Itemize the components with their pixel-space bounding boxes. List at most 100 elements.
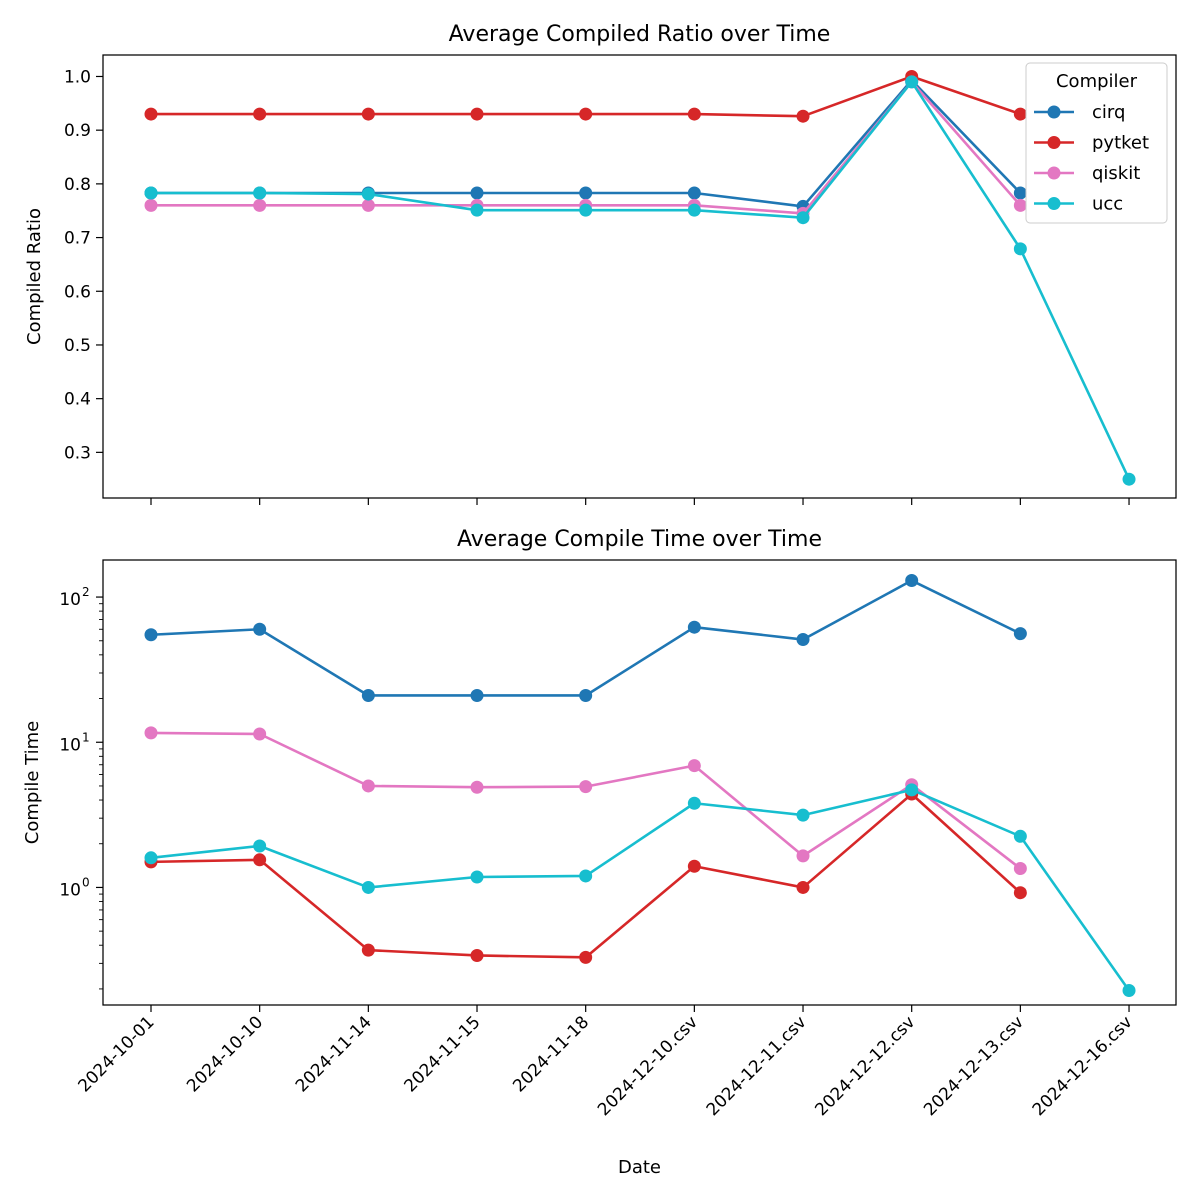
ucc-point	[361, 187, 375, 201]
y-axis-label: Compiled Ratio	[24, 208, 45, 345]
legend-entry-pytket: pytket	[1092, 133, 1149, 154]
x-axis-label: Date	[618, 1157, 661, 1178]
x-tick-label: 2024-12-12.csv	[811, 1012, 919, 1120]
qiskit-point	[361, 198, 375, 212]
y-tick-exponent: 2	[82, 585, 90, 599]
chart-title: Average Compiled Ratio over Time	[449, 22, 831, 47]
ucc-point	[1122, 984, 1136, 998]
pytket-point	[796, 880, 810, 894]
plot-area	[102, 54, 1177, 499]
x-axis-ticks: 2024-10-01 2024-10-10 2024-11-14 2024-11-15…	[75, 1005, 1137, 1120]
y-tick-label: 10	[59, 590, 81, 610]
ucc-point	[687, 796, 701, 810]
series-ucc	[144, 783, 1136, 998]
qiskit-point	[144, 726, 158, 740]
y-tick-label: 10	[59, 735, 81, 755]
ucc-line	[150, 788, 1131, 992]
legend-swatch-marker	[1047, 166, 1061, 180]
y-axis-label: Compile Time	[22, 721, 43, 844]
x-tick-label: 2024-12-10.csv	[594, 1012, 702, 1120]
pytket-point	[361, 943, 375, 957]
ucc-point	[144, 851, 158, 865]
ucc-point	[905, 75, 919, 89]
x-tick-label: 2024-11-15	[401, 1012, 485, 1096]
y-tick-label: 0.9	[64, 121, 91, 141]
cirq-point	[361, 688, 375, 702]
y-tick-exponent: 0	[82, 875, 90, 889]
y-tick-label: 0.6	[64, 282, 91, 302]
cirq-point	[579, 186, 593, 200]
ucc-point	[1013, 829, 1027, 843]
y-tick-label: 0.7	[64, 229, 91, 249]
cirq-point	[144, 628, 158, 642]
ucc-point	[1013, 242, 1027, 256]
cirq-point	[579, 688, 593, 702]
ucc-point	[361, 880, 375, 894]
legend-title: Compiler	[1056, 71, 1138, 92]
pytket-point	[253, 853, 267, 867]
qiskit-point	[470, 780, 484, 794]
qiskit-point	[253, 198, 267, 212]
legend-swatch-marker	[1047, 136, 1061, 149]
qiskit-point	[361, 779, 375, 793]
ucc-point	[470, 870, 484, 884]
pytket-point	[144, 107, 158, 121]
plot-area	[102, 559, 1177, 1006]
cirq-point	[253, 622, 267, 636]
x-tick-label: 2024-11-18	[509, 1012, 593, 1096]
pytket-point	[1013, 886, 1027, 900]
legend: Compiler cirq pytket qiskit ucc	[1025, 62, 1168, 224]
pytket-point	[1013, 107, 1027, 121]
pytket-point	[687, 107, 701, 121]
pytket-point	[579, 107, 593, 121]
ucc-point	[470, 203, 484, 217]
cirq-point	[687, 620, 701, 634]
y-axis-ticks: 0.3 0.4 0.5 0.6 0.7 0.8 0.9 1.0	[64, 67, 103, 463]
pytket-point	[687, 859, 701, 873]
y-tick-label: 0.3	[64, 443, 91, 463]
ucc-line	[151, 80, 1131, 480]
cirq-point	[1013, 186, 1027, 200]
ucc-point	[253, 186, 267, 200]
legend-swatch-marker	[1047, 105, 1061, 119]
ucc-point	[579, 203, 593, 217]
pytket-point	[796, 109, 810, 123]
y-tick-label: 0.5	[64, 336, 91, 356]
x-tick-label: 2024-10-01	[75, 1012, 159, 1096]
pytket-point	[361, 107, 375, 121]
qiskit-point	[144, 198, 158, 212]
qiskit-line	[150, 731, 1022, 870]
ucc-point	[144, 186, 158, 200]
ucc-point	[579, 869, 593, 883]
pytket-point	[253, 107, 267, 121]
qiskit-point	[687, 759, 701, 773]
ucc-point	[253, 839, 267, 853]
cirq-point	[1013, 627, 1027, 641]
y-tick-label: 0.8	[64, 175, 91, 195]
series-ucc	[144, 75, 1136, 486]
series-cirq	[144, 574, 1027, 702]
qiskit-point	[796, 849, 810, 863]
legend-box	[1025, 62, 1168, 224]
y-tick-label: 10	[59, 880, 81, 900]
ucc-point	[796, 211, 810, 225]
compiled-ratio-chart: 0.3 0.4 0.5 0.6 0.7 0.8 0.9 1.0 Average Compile…	[24, 22, 1177, 505]
cirq-point	[470, 688, 484, 702]
y-tick-label: 1.0	[64, 67, 91, 87]
x-tick-label: 2024-12-13.csv	[920, 1012, 1028, 1120]
cirq-line	[150, 579, 1021, 697]
ucc-point	[687, 203, 701, 217]
x-tick-label: 2024-12-11.csv	[703, 1012, 811, 1120]
chart-title: Average Compile Time over Time	[457, 527, 822, 552]
x-tick-label: 2024-10-10	[183, 1012, 267, 1096]
x-tick-label: 2024-11-14	[292, 1012, 376, 1096]
legend-entry-qiskit: qiskit	[1092, 163, 1140, 184]
pytket-point	[470, 948, 484, 962]
y-tick-exponent: 1	[82, 730, 90, 744]
pytket-point	[470, 107, 484, 121]
legend-entry-cirq: cirq	[1092, 102, 1125, 123]
cirq-point	[687, 186, 701, 200]
series-lines	[144, 574, 1136, 998]
